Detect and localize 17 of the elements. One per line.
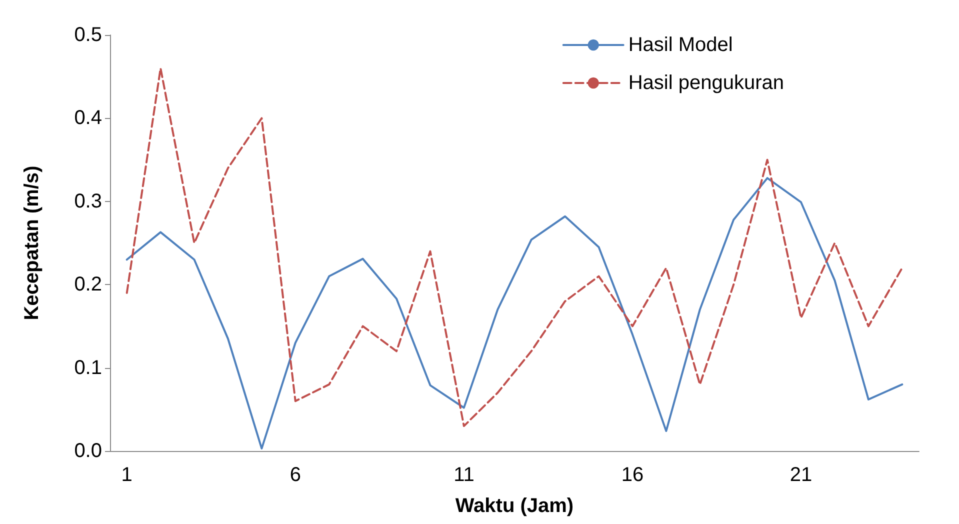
x-tick-label: 6 bbox=[290, 464, 301, 486]
x-tick-label: 11 bbox=[454, 464, 474, 486]
y-tick-label: 0.0 bbox=[74, 440, 102, 462]
x-tick-label: 16 bbox=[621, 464, 644, 486]
y-axis-title: Kecepatan (m/s) bbox=[21, 166, 43, 320]
y-tick-label: 0.5 bbox=[74, 24, 102, 46]
x-tick-label: 1 bbox=[121, 464, 132, 486]
y-tick-label: 0.2 bbox=[74, 274, 102, 296]
y-tick-label: 0.3 bbox=[74, 190, 102, 212]
x-tick-label: 21 bbox=[790, 464, 812, 486]
y-tick-label: 0.4 bbox=[74, 107, 102, 130]
x-axis-title: Waktu (Jam) bbox=[455, 495, 574, 517]
legend-label: Hasil Model bbox=[628, 34, 733, 56]
line-series bbox=[126, 67, 904, 428]
line-series bbox=[126, 177, 904, 450]
y-tick-label: 0.1 bbox=[74, 356, 102, 379]
legend-label: Hasil pengukuran bbox=[628, 72, 784, 94]
